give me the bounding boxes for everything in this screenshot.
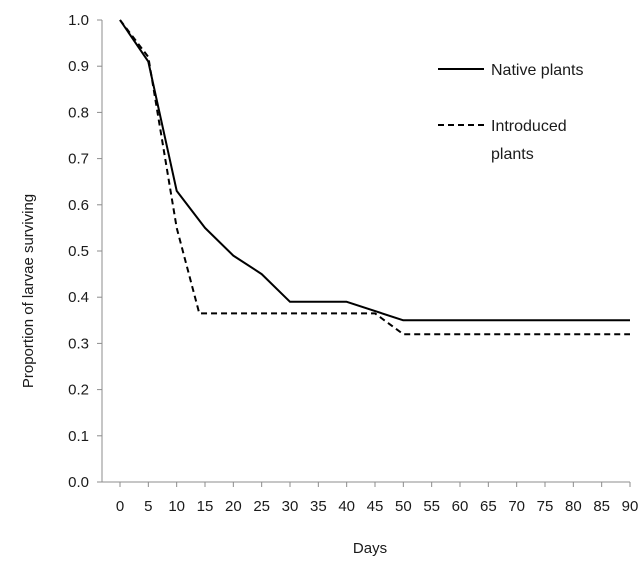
legend: Native plants Introduced plants [438,62,584,163]
y-axis-label: Proportion of larvae surviving [20,194,37,388]
y-tick-label: 0.4 [68,289,89,306]
x-axis-label: Days [353,540,387,557]
x-tick-label: 30 [282,498,299,515]
x-tick-label: 20 [225,498,242,515]
x-tick-label: 80 [565,498,582,515]
series-lines [119,19,630,336]
y-tick-label: 1.0 [68,12,89,29]
y-tick-label: 0.8 [68,104,89,121]
x-tick-label: 55 [423,498,440,515]
y-tick-label: 0.9 [68,58,89,75]
x-tick-label: 50 [395,498,412,515]
x-tick-label: 10 [168,498,185,515]
y-tick-label: 0.2 [68,382,89,399]
legend-label: Introduced [491,118,567,135]
x-tick-label: 15 [197,498,214,515]
x-tick-label: 60 [452,498,469,515]
legend-label: plants [491,146,534,163]
series-line-introduced-plants [119,19,630,336]
x-tick-label: 0 [116,498,124,515]
legend-label: Native plants [491,62,584,79]
x-tick-label: 40 [338,498,355,515]
axes [97,19,631,487]
x-tick-label: 5 [144,498,152,515]
tick-labels: 0.0 0.1 0.2 0.3 0.4 0.5 0.6 0.7 0.8 0.9 1.0 0 5 10 15 2… [68,12,638,515]
x-tick-label: 85 [593,498,610,515]
y-tick-label: 0.5 [68,243,89,260]
x-tick-label: 25 [253,498,270,515]
x-tick-label: 70 [508,498,525,515]
x-tick-label: 65 [480,498,497,515]
y-tick-label: 0.3 [68,335,89,352]
y-tick-label: 0.6 [68,197,89,214]
y-tick-label: 0.0 [68,474,89,491]
x-tick-label: 75 [537,498,554,515]
y-tick-label: 0.1 [68,428,89,445]
x-tick-label: 35 [310,498,327,515]
series-line-native-plants [119,19,630,322]
x-tick-label: 90 [622,498,639,515]
x-tick-label: 45 [367,498,384,515]
y-tick-label: 0.7 [68,151,89,168]
